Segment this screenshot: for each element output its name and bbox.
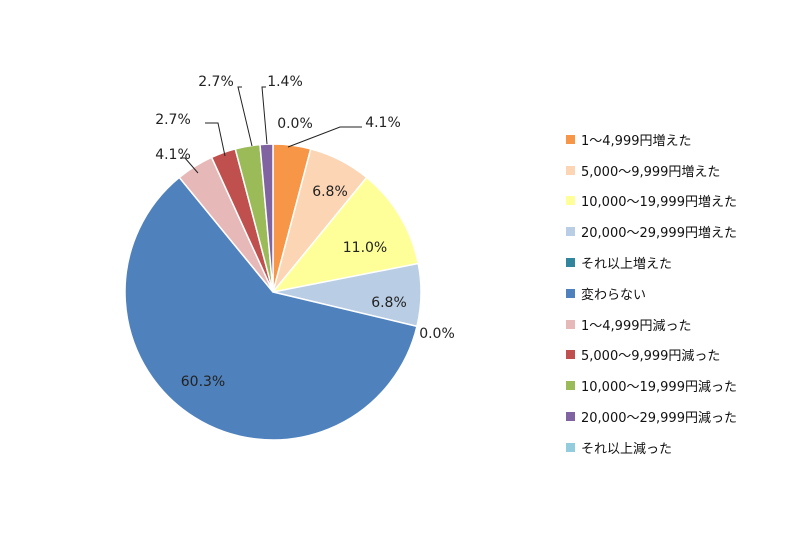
- legend-entry: 1～4,999円増えた: [566, 124, 792, 155]
- pie-slices: [124, 143, 422, 441]
- legend-swatch: [566, 412, 575, 422]
- leader-line: [180, 157, 199, 174]
- legend-label: 5,000～9,999円増えた: [581, 164, 721, 180]
- legend-swatch: [566, 258, 575, 268]
- legend-entry: 1～4,999円減った: [566, 309, 792, 340]
- data-label: 4.1%: [155, 147, 191, 163]
- data-labels: 4.1% 6.8% 11.0% 6.8% 0.0% 60.3% 4.1% 2.7% 2.7% 1.…: [155, 74, 455, 390]
- leader-line: [237, 86, 253, 147]
- legend-swatch: [566, 227, 575, 237]
- legend-label: 10,000～19,999円減った: [581, 380, 737, 396]
- legend-entry: それ以上減った: [566, 432, 792, 463]
- legend-swatch: [566, 134, 575, 144]
- legend-label: 20,000～29,999円増えた: [581, 226, 737, 242]
- legend-swatch: [566, 196, 575, 206]
- data-label: 6.8%: [371, 295, 407, 311]
- legend-label: 1～4,999円減った: [581, 318, 692, 334]
- pie-slice: [271, 176, 420, 294]
- legend-swatch: [566, 350, 575, 360]
- legend-label: 1～4,999円増えた: [581, 133, 692, 149]
- data-label: 2.7%: [155, 112, 191, 128]
- legend-entry: 変わらない: [566, 278, 792, 309]
- legend-entry: 20,000～29,999円減った: [566, 401, 792, 432]
- legend-swatch: [566, 442, 575, 452]
- data-label: 0.0%: [419, 326, 455, 342]
- data-label: 60.3%: [181, 374, 225, 390]
- legend-label: 変わらない: [581, 287, 647, 303]
- legend-swatch: [566, 381, 575, 391]
- legend-swatch: [566, 165, 575, 175]
- legend-label: 20,000～29,999円減った: [581, 411, 737, 427]
- pie-slice: [259, 143, 274, 293]
- legend-swatch: [566, 319, 575, 329]
- legend-label: 10,000～19,999円増えた: [581, 195, 737, 211]
- legend: 1～4,999円増えた 5,000～9,999円増えた 10,000～19,999円…: [566, 124, 792, 463]
- leader-lines: [180, 86, 362, 174]
- legend-label: それ以上減った: [581, 441, 673, 457]
- legend-swatch: [566, 288, 575, 298]
- legend-entry: それ以上増えた: [566, 247, 792, 278]
- data-label: 6.8%: [312, 184, 348, 200]
- legend-entry: 5,000～9,999円減った: [566, 340, 792, 371]
- legend-entry: 10,000～19,999円増えた: [566, 186, 792, 217]
- leader-line: [287, 126, 362, 148]
- data-label: 4.1%: [365, 115, 401, 131]
- data-label: 0.0%: [277, 116, 313, 132]
- legend-label: 5,000～9,999円減った: [581, 349, 721, 365]
- data-label: 1.4%: [267, 74, 303, 90]
- pie-slice: [124, 176, 418, 441]
- leader-line: [261, 86, 268, 145]
- data-label: 11.0%: [343, 240, 387, 256]
- legend-entry: 5,000～9,999円増えた: [566, 155, 792, 186]
- legend-label: それ以上増えた: [581, 257, 673, 273]
- leader-line: [205, 122, 226, 157]
- legend-entry: 20,000～29,999円増えた: [566, 216, 792, 247]
- legend-entry: 10,000～19,999円減った: [566, 370, 792, 401]
- data-label: 2.7%: [198, 74, 234, 90]
